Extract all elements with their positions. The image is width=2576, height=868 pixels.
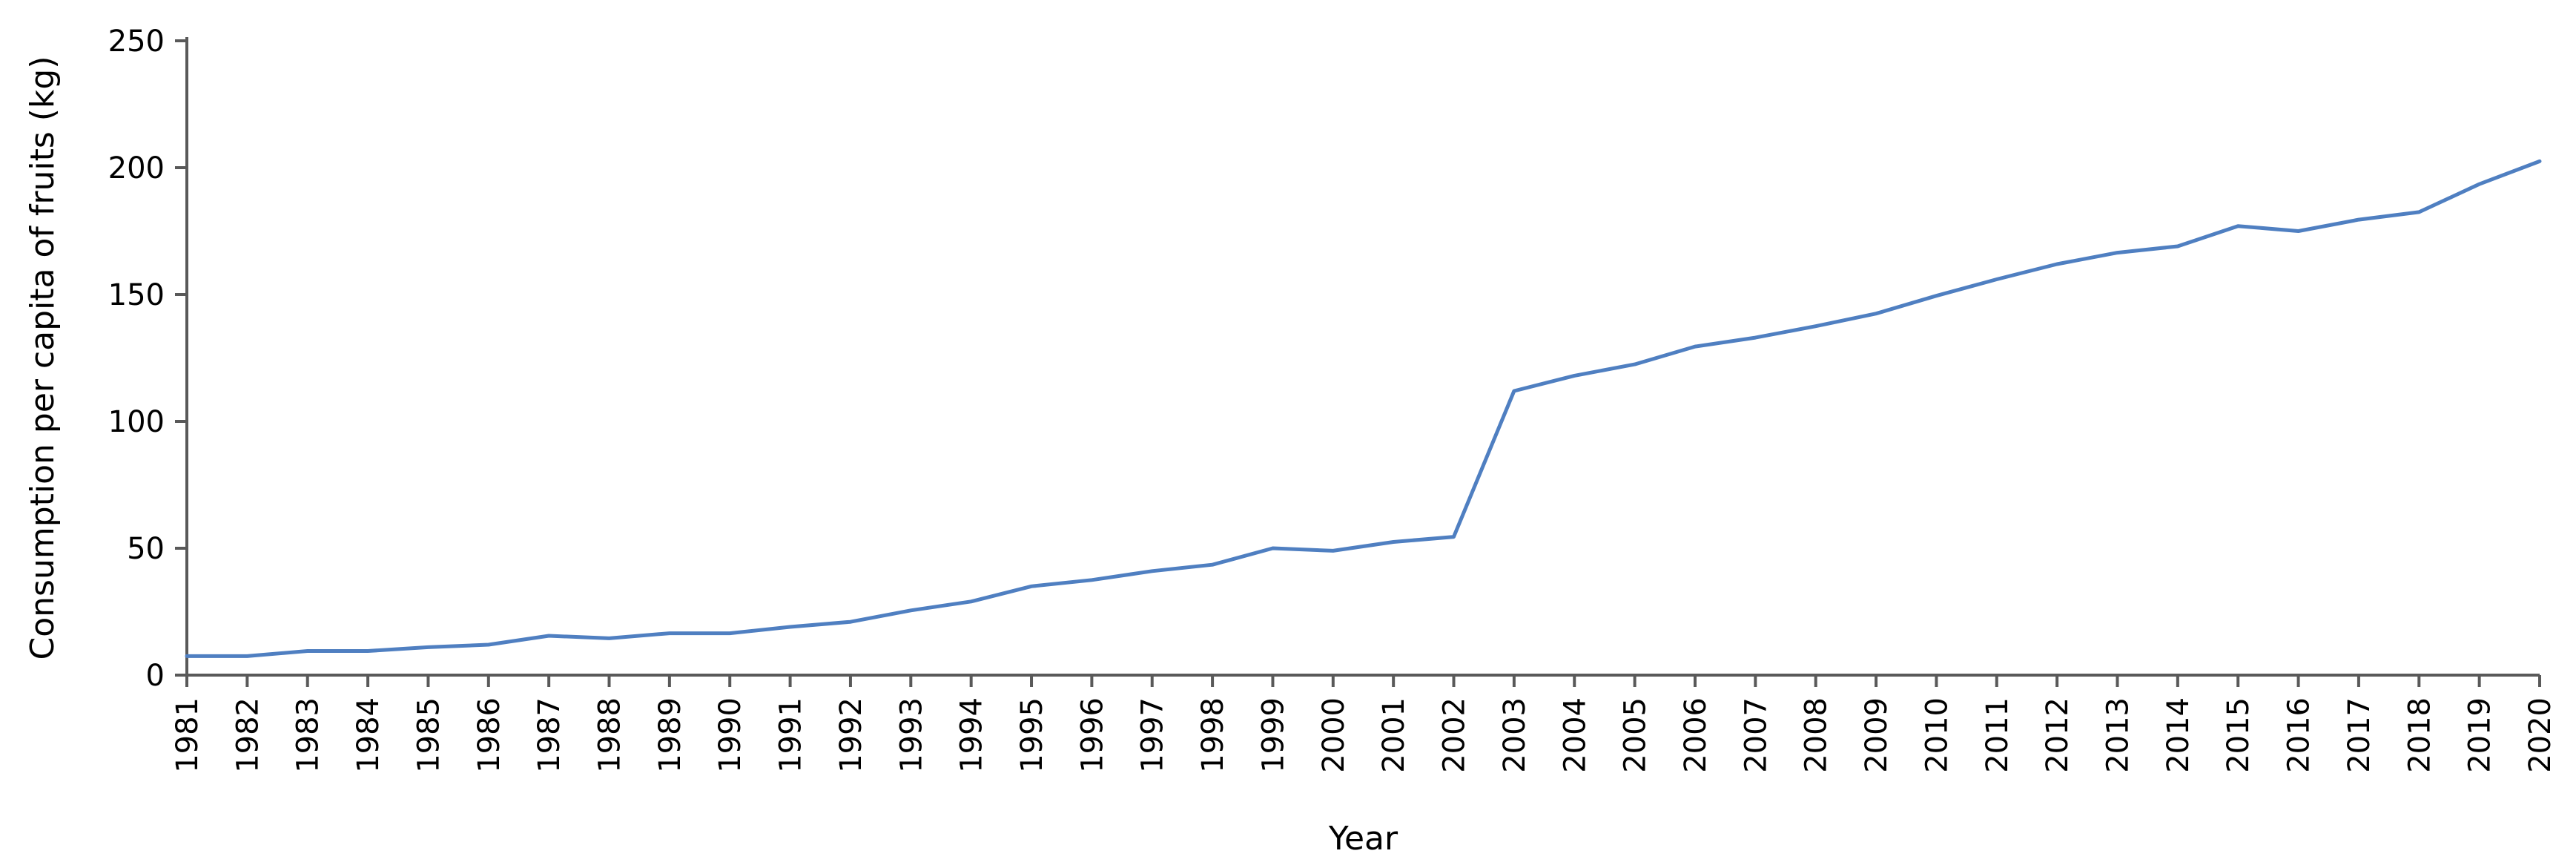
- x-tick-label: 2010: [1920, 697, 1954, 773]
- y-tick-label: 50: [127, 532, 165, 566]
- x-tick-label: 2005: [1619, 697, 1653, 773]
- x-tick-label: 1999: [1256, 697, 1290, 773]
- x-tick-label: 2007: [1739, 697, 1773, 773]
- x-tick-label: 2006: [1679, 697, 1713, 773]
- x-tick-label: 1985: [412, 697, 446, 773]
- x-tick-label: 1983: [291, 697, 326, 773]
- x-tick-label: 1989: [653, 697, 687, 773]
- x-axis-title: Year: [1328, 820, 1398, 858]
- x-tick-label: 1992: [834, 697, 868, 773]
- y-tick-label: 100: [108, 405, 165, 439]
- x-tick-label: 2001: [1377, 697, 1411, 773]
- x-tick-label: 2015: [2222, 697, 2256, 773]
- x-tick-label: 1990: [713, 697, 747, 773]
- x-tick-label: 1987: [532, 697, 567, 773]
- x-tick-label: 2016: [2282, 697, 2316, 773]
- x-axis: 1981 1982 1983 1984 1985 1986 1987 1988 1989 1990…: [171, 674, 2557, 773]
- y-axis-title: Consumption per capita of fruits (kg): [24, 56, 62, 660]
- x-tick-label: 1984: [351, 697, 386, 773]
- x-tick-label: 1991: [774, 697, 808, 773]
- x-tick-label: 2003: [1498, 697, 1532, 773]
- x-tick-label: 1988: [593, 697, 627, 773]
- x-tick-label: 2012: [2041, 697, 2075, 773]
- x-tick-label: 2017: [2342, 697, 2377, 773]
- x-tick-label: 2000: [1317, 697, 1351, 773]
- x-tick-label: 1982: [231, 697, 265, 773]
- y-tick-label: 150: [108, 278, 165, 312]
- x-tick-label: 2018: [2402, 697, 2437, 773]
- x-tick-label: 1997: [1136, 697, 1170, 773]
- x-tick-label: 2014: [2161, 697, 2196, 773]
- x-tick-label: 2002: [1438, 697, 1472, 773]
- x-tick-label: 1981: [171, 697, 205, 773]
- y-tick-label: 0: [146, 659, 165, 693]
- y-axis: 0 50 100 150 200 250: [108, 24, 188, 693]
- x-tick-label: 2009: [1860, 697, 1894, 773]
- x-tick-label: 2019: [2463, 697, 2497, 773]
- y-tick-label: 250: [108, 24, 165, 59]
- x-tick-label: 1993: [894, 697, 928, 773]
- x-tick-label: 2011: [1981, 697, 2015, 773]
- x-tick-label: 1995: [1015, 697, 1049, 773]
- x-tick-label: 1998: [1196, 697, 1230, 773]
- series-line: [185, 159, 2542, 658]
- x-tick-label: 1986: [472, 697, 506, 773]
- x-tick-label: 2013: [2101, 697, 2135, 773]
- x-tick-label: 1996: [1075, 697, 1109, 773]
- x-tick-label: 1994: [955, 697, 989, 773]
- series-layer: [185, 159, 2542, 658]
- y-tick-label: 200: [108, 151, 165, 185]
- x-tick-label: 2004: [1558, 697, 1592, 773]
- x-tick-label: 2020: [2523, 697, 2557, 773]
- x-tick-label: 2008: [1800, 697, 1834, 773]
